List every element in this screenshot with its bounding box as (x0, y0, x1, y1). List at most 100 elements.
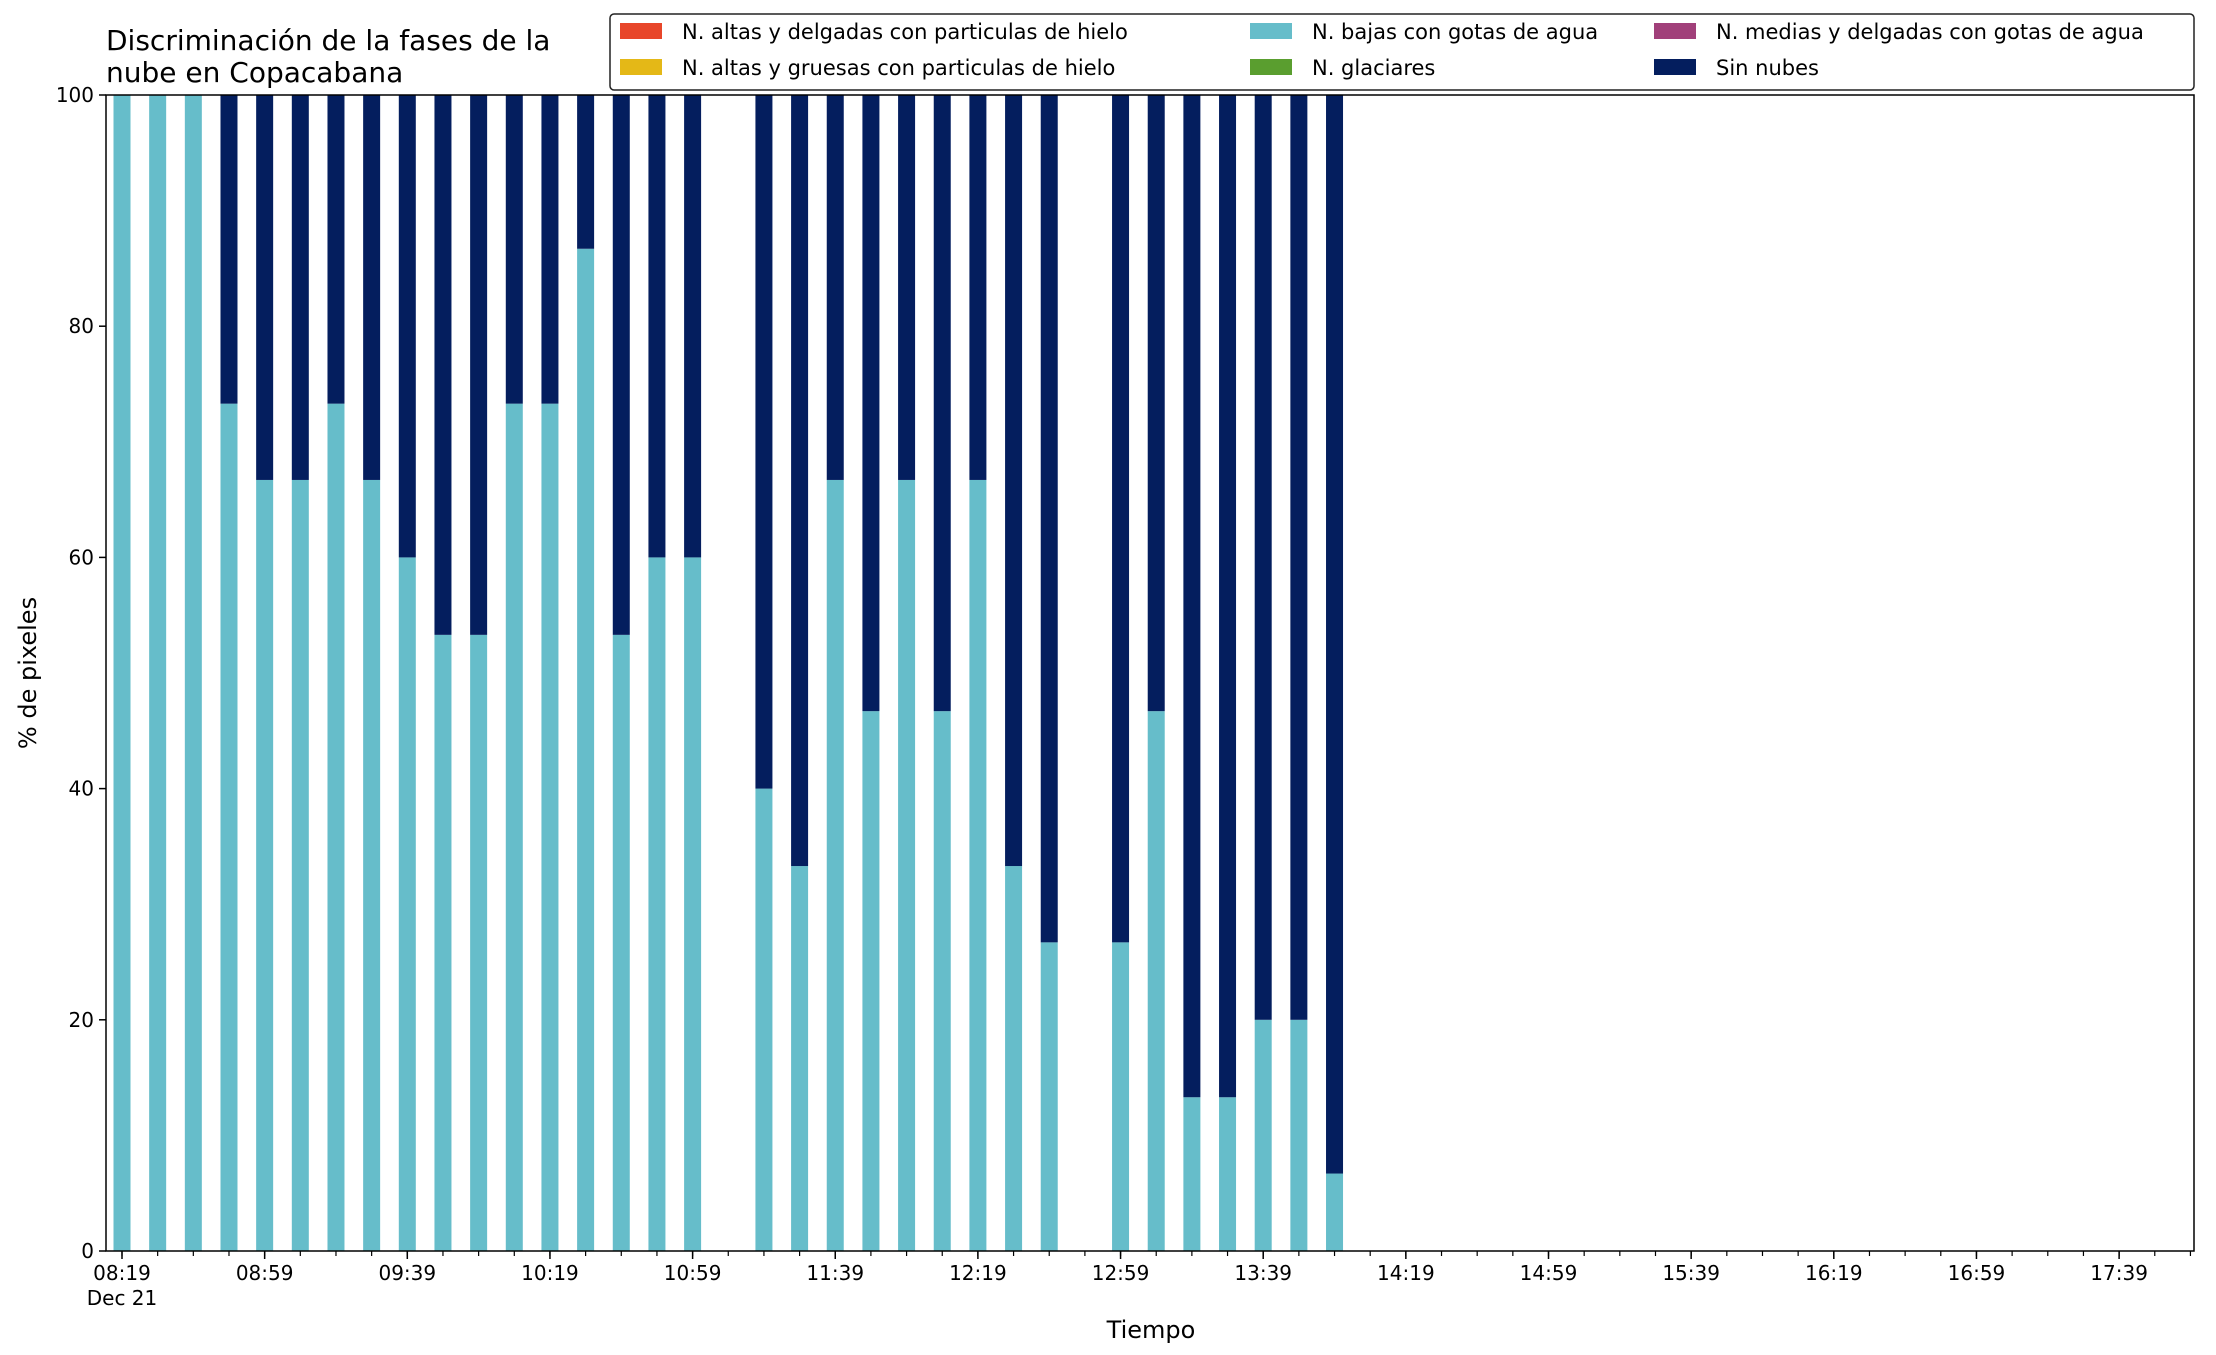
x-tick-label: 09:39 (378, 1261, 436, 1285)
x-tick-label: 14:19 (1377, 1261, 1435, 1285)
y-tick-label: 60 (69, 545, 94, 569)
x-tick-label: 11:39 (806, 1261, 864, 1285)
bar-segment-6-0939 (398, 95, 416, 558)
y-tick-label: 0 (81, 1239, 94, 1263)
y-tick-label: 40 (69, 777, 94, 801)
bar-segment-6-1019 (541, 95, 559, 404)
bar-segment-3-0949 (434, 634, 452, 1251)
bar-segment-6-1009 (505, 95, 523, 404)
bar-segment-6-1129 (791, 95, 809, 867)
bar-segment-3-1209 (933, 711, 951, 1251)
chart-title: Discriminación de la fases de la nube en … (106, 24, 550, 89)
y-tick-label: 80 (69, 314, 94, 338)
bar-segment-6-1349 (1290, 95, 1308, 1020)
x-tick-label: 17:39 (2090, 1261, 2148, 1285)
bar-segment-3-0939 (398, 557, 416, 1251)
x-tick-label: 08:59 (236, 1261, 294, 1285)
bar-segment-3-1149 (862, 711, 880, 1251)
legend-label: N. altas y delgadas con particulas de hi… (682, 20, 1128, 44)
bar-segment-3-1319 (1183, 1097, 1201, 1251)
bar-segment-6-1159 (898, 95, 916, 480)
bar-segment-3-1229 (1005, 866, 1023, 1251)
bar-segment-6-0859 (256, 95, 274, 480)
bar-segment-6-1039 (612, 95, 630, 635)
bar-segment-6-1059 (684, 95, 702, 558)
y-axis-label: % de pixeles (14, 597, 42, 749)
bar-segment-3-0829 (149, 95, 167, 1251)
x-tick-label: 08:19 (93, 1261, 151, 1285)
chart-title-line: nube en Copacabana (106, 56, 403, 89)
x-tick-label: 12:19 (949, 1261, 1007, 1285)
x-axis-label: Tiempo (1106, 1316, 1196, 1344)
chart-title-line: Discriminación de la fases de la (106, 24, 550, 57)
legend-swatch (620, 59, 662, 75)
bar-segment-6-1339 (1254, 95, 1272, 1020)
x-tick-label: 13:39 (1234, 1261, 1292, 1285)
legend-swatch (1250, 59, 1292, 75)
bar-segment-3-1239 (1040, 942, 1058, 1251)
bar-segment-6-0949 (434, 95, 452, 635)
legend-label: N. bajas con gotas de agua (1312, 20, 1598, 44)
bar-segment-6-0849 (220, 95, 238, 404)
bar-segment-6-1219 (969, 95, 987, 480)
plot-frame (105, 94, 2195, 1252)
bar-segment-3-1039 (612, 634, 630, 1251)
bar-segment-6-0929 (363, 95, 381, 480)
bar-segment-6-0959 (470, 95, 488, 635)
bar-segment-3-0839 (184, 95, 202, 1251)
bar-segment-3-0859 (256, 479, 274, 1251)
legend-swatch (1654, 23, 1696, 39)
bar-segment-3-1059 (684, 557, 702, 1251)
bar-segment-6-1239 (1040, 95, 1058, 943)
legend-label: N. altas y gruesas con particulas de hie… (682, 56, 1115, 80)
legend-swatch (1250, 23, 1292, 39)
bar-segment-3-1029 (577, 248, 595, 1251)
legend-label: N. medias y delgadas con gotas de agua (1716, 20, 2144, 44)
legend-swatch (1654, 59, 1696, 75)
bar-segment-3-0849 (220, 403, 238, 1251)
bar-segment-6-1259 (1112, 95, 1130, 943)
x-tick-label: 12:59 (1092, 1261, 1150, 1285)
x-tick-label: 10:19 (521, 1261, 579, 1285)
bar-segment-3-1049 (648, 557, 666, 1251)
bar-segment-6-0919 (327, 95, 345, 404)
bar-segment-3-1329 (1219, 1097, 1237, 1251)
bar-segment-6-1029 (577, 95, 595, 249)
bar-segment-3-1119 (755, 788, 773, 1251)
bar-segment-6-1119 (755, 95, 773, 789)
legend-label: Sin nubes (1716, 56, 1819, 80)
bar-segment-3-1139 (826, 479, 844, 1251)
bar-segment-6-0909 (291, 95, 309, 480)
x-tick-label: 15:39 (1662, 1261, 1720, 1285)
bar-segment-6-1359 (1326, 95, 1344, 1174)
bar-segment-3-1019 (541, 403, 559, 1251)
bar-segment-6-1329 (1219, 95, 1237, 1098)
legend: N. altas y delgadas con particulas de hi… (609, 13, 2195, 91)
bar-segment-6-1209 (933, 95, 951, 712)
bar-segment-3-1259 (1112, 942, 1130, 1251)
y-tick-label: 100 (56, 83, 94, 107)
bar-segment-6-1229 (1005, 95, 1023, 867)
bar-segment-6-1319 (1183, 95, 1201, 1098)
y-tick-label: 20 (69, 1008, 94, 1032)
bar-segment-3-0929 (363, 479, 381, 1251)
x-tick-sublabel: Dec 21 (87, 1286, 158, 1310)
bar-segment-3-1219 (969, 479, 987, 1251)
x-tick-label: 16:19 (1805, 1261, 1863, 1285)
bar-segment-6-1139 (826, 95, 844, 480)
bar-segment-3-1129 (791, 866, 809, 1251)
y-ticks: 0 20 40 60 80 100 (56, 83, 106, 1263)
bar-segment-3-0919 (327, 403, 345, 1251)
legend-swatch (620, 23, 662, 39)
bar-segment-3-1309 (1147, 711, 1165, 1251)
bar-segment-3-1159 (898, 479, 916, 1251)
bar-segment-6-1049 (648, 95, 666, 558)
bar-segment-3-1009 (505, 403, 523, 1251)
x-tick-label: 16:59 (1948, 1261, 2006, 1285)
bar-segment-3-0819 (113, 95, 131, 1251)
bar-segment-3-1339 (1254, 1019, 1272, 1251)
x-tick-label: 14:59 (1520, 1261, 1578, 1285)
x-tick-label: 10:59 (664, 1261, 722, 1285)
